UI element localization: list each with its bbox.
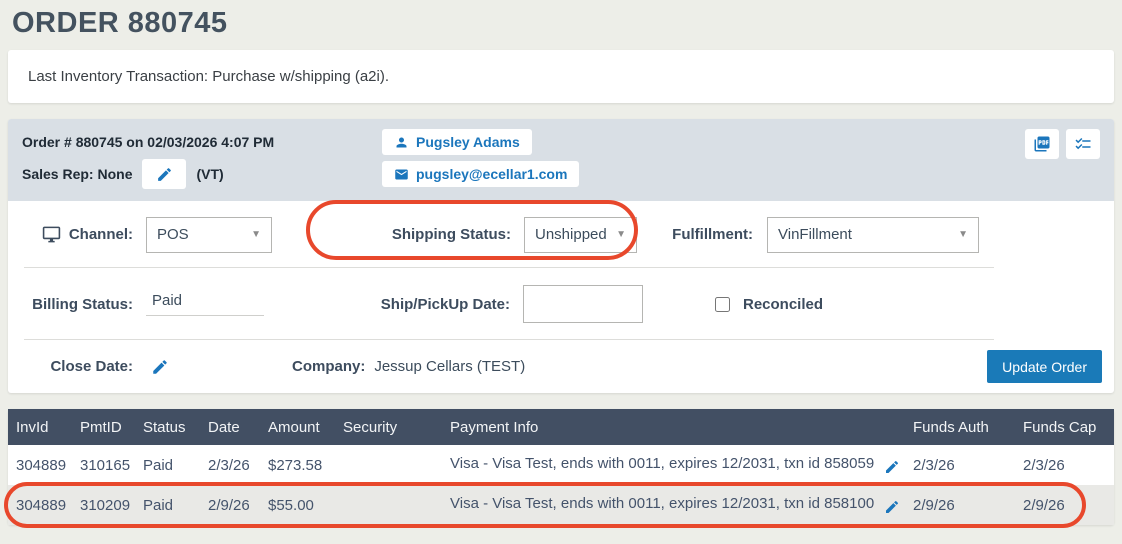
- form-row-channel: Channel: POS ▼ Shipping Status: Unshippe…: [8, 201, 1114, 268]
- channel-select-value: POS: [157, 226, 189, 243]
- cell-funds-auth: 2/9/26: [905, 485, 1015, 525]
- edit-payment-button[interactable]: [884, 458, 900, 475]
- cell-security: [335, 485, 442, 525]
- cell-pmtid: 310165: [80, 456, 131, 474]
- col-payment-info: Payment Info: [442, 409, 905, 445]
- billing-status-label: Billing Status:: [32, 295, 133, 313]
- cell-amount: $273.58: [268, 456, 323, 474]
- ship-pickup-date-input[interactable]: [523, 285, 643, 323]
- cell-funds-cap: 2/9/26: [1015, 485, 1114, 525]
- payments-table: InvId PmtID Status Date Amount Security …: [8, 409, 1114, 525]
- cell-funds-cap: 2/3/26: [1023, 456, 1065, 474]
- order-number-line: Order # 880745 on 02/03/2026 4:07 PM: [22, 134, 275, 150]
- payment-info-text: Visa - Visa Test, ends with 0011, expire…: [450, 494, 875, 512]
- payment-info-text: Visa - Visa Test, ends with 0011, expire…: [450, 454, 875, 472]
- col-funds-auth: Funds Auth: [905, 409, 1015, 445]
- ship-pickup-date-label: Ship/PickUp Date:: [380, 295, 510, 313]
- envelope-icon: [394, 167, 409, 182]
- customer-email-button[interactable]: pugsley@ecellar1.com: [382, 161, 580, 187]
- shipping-status-select[interactable]: Unshipped ▼: [524, 216, 637, 253]
- sales-rep-suffix: (VT): [196, 166, 224, 182]
- col-amount: Amount: [260, 409, 335, 445]
- col-date: Date: [200, 409, 260, 445]
- sales-rep-label: Sales Rep: None: [22, 166, 133, 182]
- chevron-down-icon: ▼: [616, 229, 626, 240]
- customer-contact-block: Pugsley Adams pugsley@ecellar1.com: [382, 129, 580, 187]
- chevron-down-icon: ▼: [958, 229, 968, 240]
- edit-pencil-icon: [156, 166, 173, 183]
- fulfillment-select-value: VinFillment: [778, 226, 852, 243]
- company-label: Company:: [292, 358, 366, 375]
- cell-security: [335, 445, 442, 485]
- cell-date: 2/3/26: [208, 456, 250, 474]
- payment-row[interactable]: 304889 310165 Paid 2/3/26 $273.58 Visa -…: [8, 445, 1114, 485]
- cell-status: Paid: [135, 485, 200, 525]
- edit-close-date-button[interactable]: [151, 358, 169, 376]
- cell-amount: $55.00: [260, 485, 335, 525]
- cell-payment-info: Visa - Visa Test, ends with 0011, expire…: [442, 485, 905, 525]
- fulfillment-label: Fulfillment:: [672, 226, 753, 243]
- order-card: Order # 880745 on 02/03/2026 4:07 PM Sal…: [8, 119, 1114, 393]
- order-header-actions: [1025, 129, 1100, 159]
- monitor-icon: [42, 225, 61, 244]
- edit-pencil-icon: [151, 358, 169, 376]
- payments-table-body: 304889 310165 Paid 2/3/26 $273.58 Visa -…: [8, 445, 1114, 525]
- cell-funds-auth: 2/3/26: [913, 456, 955, 474]
- checklist-icon: [1074, 135, 1092, 153]
- pdf-file-icon: [1033, 135, 1051, 153]
- order-checklist-button[interactable]: [1066, 129, 1100, 159]
- export-pdf-button[interactable]: [1025, 129, 1059, 159]
- col-status: Status: [135, 409, 200, 445]
- cell-date: 2/9/26: [200, 485, 260, 525]
- edit-payment-button[interactable]: [884, 498, 900, 515]
- customer-name-label: Pugsley Adams: [416, 134, 520, 150]
- fulfillment-select[interactable]: VinFillment ▼: [767, 216, 979, 253]
- close-date-label: Close Date:: [50, 358, 133, 375]
- form-row-billing: Billing Status: Paid Ship/PickUp Date: R…: [8, 268, 1114, 340]
- reconciled-checkbox[interactable]: [715, 296, 730, 312]
- channel-label-group: Channel:: [8, 225, 133, 244]
- order-header-bar: Order # 880745 on 02/03/2026 4:07 PM Sal…: [8, 119, 1114, 201]
- shipping-status-label: Shipping Status:: [391, 226, 511, 243]
- col-security: Security: [335, 409, 442, 445]
- person-icon: [394, 135, 409, 150]
- col-invid: InvId: [8, 409, 72, 445]
- order-header-left: Order # 880745 on 02/03/2026 4:07 PM Sal…: [22, 129, 382, 189]
- channel-select[interactable]: POS ▼: [146, 216, 272, 253]
- cell-status: Paid: [143, 456, 174, 474]
- payment-row[interactable]: 304889 310209 Paid 2/9/26 $55.00 Visa - …: [8, 485, 1114, 525]
- company-value: Jessup Cellars (TEST): [374, 358, 526, 375]
- payments-header-row: InvId PmtID Status Date Amount Security …: [8, 409, 1114, 445]
- customer-name-button[interactable]: Pugsley Adams: [382, 129, 532, 155]
- cell-invid: 304889: [8, 485, 72, 525]
- shipping-status-select-value: Unshipped: [535, 226, 607, 243]
- form-row-close: Close Date: Company: Jessup Cellars (TES…: [8, 340, 1114, 393]
- cell-pmtid: 310209: [72, 485, 135, 525]
- cell-invid: 304889: [16, 456, 67, 474]
- channel-label: Channel:: [68, 226, 133, 243]
- reconciled-label: Reconciled: [743, 295, 824, 313]
- col-funds-cap: Funds Cap: [1015, 409, 1114, 445]
- cell-payment-info: Visa - Visa Test, ends with 0011, expire…: [442, 445, 905, 485]
- edit-sales-rep-button[interactable]: [142, 159, 187, 189]
- payments-panel: InvId PmtID Status Date Amount Security …: [8, 409, 1114, 525]
- last-inventory-notice: Last Inventory Transaction: Purchase w/s…: [8, 50, 1114, 103]
- chevron-down-icon: ▼: [251, 229, 261, 240]
- update-order-button[interactable]: Update Order: [987, 350, 1102, 383]
- page-title: ORDER 880745: [12, 7, 228, 39]
- last-inventory-notice-text: Last Inventory Transaction: Purchase w/s…: [28, 68, 390, 85]
- col-pmtid: PmtID: [72, 409, 135, 445]
- customer-email-label: pugsley@ecellar1.com: [416, 166, 568, 182]
- billing-status-value: Paid: [146, 292, 264, 316]
